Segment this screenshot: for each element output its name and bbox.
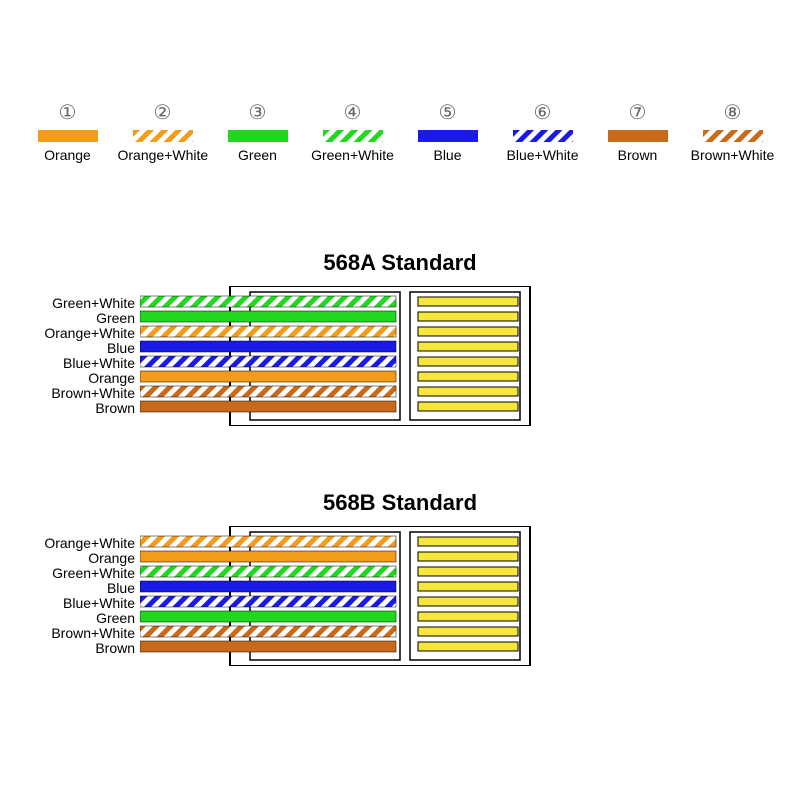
legend-label: Green+White bbox=[308, 147, 398, 163]
wire-label: Orange bbox=[20, 551, 135, 566]
connector: Green+WhiteGreenOrange+WhiteBlueBlue+Whi… bbox=[140, 286, 660, 426]
legend-swatch bbox=[608, 129, 668, 141]
wire-label: Green+White bbox=[20, 566, 135, 581]
standard-title: 568B Standard bbox=[0, 490, 800, 516]
wire-label: Green+White bbox=[20, 296, 135, 311]
legend-number: ③ bbox=[213, 100, 303, 125]
wire-label: Blue+White bbox=[20, 356, 135, 371]
legend-label: Blue bbox=[403, 147, 493, 163]
legend-label: Green bbox=[213, 147, 303, 163]
legend-number: ⑥ bbox=[498, 100, 588, 125]
legend-number: ⑧ bbox=[688, 100, 778, 125]
legend-item: ⑤ Blue bbox=[403, 100, 493, 163]
wire-label-column: Green+WhiteGreenOrange+WhiteBlueBlue+Whi… bbox=[20, 296, 135, 416]
legend-number: ① bbox=[23, 100, 113, 125]
legend-item: ① Orange bbox=[23, 100, 113, 163]
standard-block: 568A Standard Green+WhiteGreenOrange+Whit… bbox=[0, 250, 800, 426]
wire-label: Brown bbox=[20, 401, 135, 416]
legend-label: Brown+White bbox=[688, 147, 778, 163]
wire-label: Brown+White bbox=[20, 386, 135, 401]
standard-block: 568B Standard Orange+WhiteOrangeGreen+Whi… bbox=[0, 490, 800, 666]
legend-label: Orange+White bbox=[118, 147, 208, 163]
legend-swatch bbox=[703, 129, 763, 141]
legend-item: ② Orange+White bbox=[118, 100, 208, 163]
wire-label: Brown bbox=[20, 641, 135, 656]
legend-item: ③ Green bbox=[213, 100, 303, 163]
standard-title: 568A Standard bbox=[0, 250, 800, 276]
connector-svg bbox=[140, 526, 540, 666]
wire-label-column: Orange+WhiteOrangeGreen+WhiteBlueBlue+Wh… bbox=[20, 536, 135, 656]
wire-label: Orange+White bbox=[20, 536, 135, 551]
legend-item: ④ Green+White bbox=[308, 100, 398, 163]
legend-number: ④ bbox=[308, 100, 398, 125]
wire-label: Blue bbox=[20, 341, 135, 356]
connector-svg bbox=[140, 286, 540, 426]
legend-swatch bbox=[133, 129, 193, 141]
legend-label: Brown bbox=[593, 147, 683, 163]
legend-swatch bbox=[228, 129, 288, 141]
wire-label: Green bbox=[20, 611, 135, 626]
legend-number: ⑦ bbox=[593, 100, 683, 125]
wire-label: Orange bbox=[20, 371, 135, 386]
legend-item: ⑥ Blue+White bbox=[498, 100, 588, 163]
wire-label: Brown+White bbox=[20, 626, 135, 641]
legend-swatch bbox=[513, 129, 573, 141]
legend-swatch bbox=[323, 129, 383, 141]
wire-label: Blue+White bbox=[20, 596, 135, 611]
legend-swatch bbox=[38, 129, 98, 141]
color-legend: ① Orange② Orange+White③ Green④ Green+Whi… bbox=[0, 100, 800, 163]
legend-item: ⑦ Brown bbox=[593, 100, 683, 163]
legend-swatch bbox=[418, 129, 478, 141]
legend-number: ⑤ bbox=[403, 100, 493, 125]
wire-label: Blue bbox=[20, 581, 135, 596]
wire-label: Green bbox=[20, 311, 135, 326]
legend-number: ② bbox=[118, 100, 208, 125]
connector: Orange+WhiteOrangeGreen+WhiteBlueBlue+Wh… bbox=[140, 526, 660, 666]
legend-label: Orange bbox=[23, 147, 113, 163]
legend-label: Blue+White bbox=[498, 147, 588, 163]
legend-item: ⑧ Brown+White bbox=[688, 100, 778, 163]
wire-label: Orange+White bbox=[20, 326, 135, 341]
